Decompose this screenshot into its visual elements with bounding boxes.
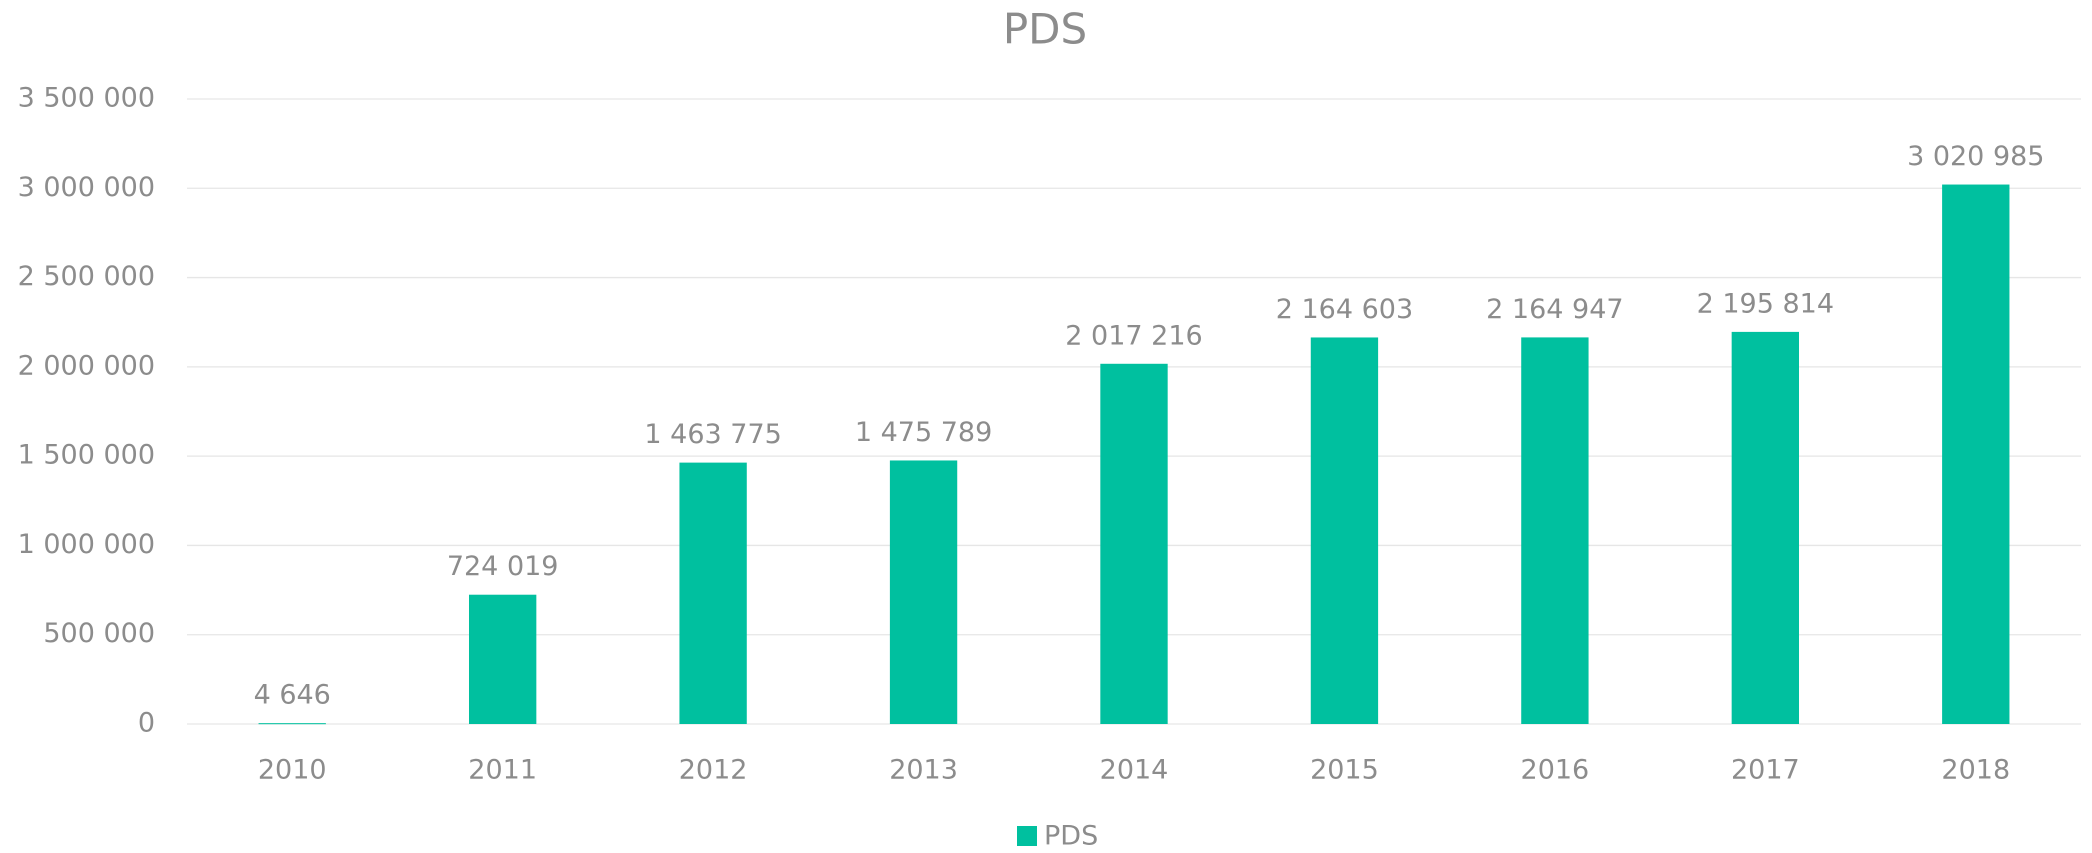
legend-swatch bbox=[1017, 826, 1037, 846]
bar bbox=[1100, 363, 1168, 724]
data-label: 1 463 775 bbox=[644, 419, 781, 450]
x-tick-label: 2012 bbox=[679, 755, 748, 786]
x-tick-label: 2010 bbox=[258, 755, 327, 786]
bar bbox=[679, 462, 747, 724]
bar bbox=[1310, 337, 1379, 724]
x-tick-label: 2014 bbox=[1100, 755, 1169, 786]
x-tick-label: 2015 bbox=[1310, 755, 1379, 786]
chart-title: PDS bbox=[1003, 5, 1087, 54]
data-label: 4 646 bbox=[254, 680, 331, 711]
x-tick-label: 2011 bbox=[468, 755, 537, 786]
bar bbox=[468, 594, 537, 724]
data-label: 2 164 947 bbox=[1486, 294, 1623, 325]
data-label: 2 195 814 bbox=[1697, 288, 1834, 319]
y-tick-label: 500 000 bbox=[43, 618, 155, 649]
bar bbox=[258, 723, 326, 725]
y-tick-label: 0 bbox=[138, 708, 155, 739]
bar bbox=[889, 460, 958, 724]
y-tick-label: 2 500 000 bbox=[18, 261, 155, 292]
x-tick-label: 2013 bbox=[889, 755, 958, 786]
y-tick-label: 2 000 000 bbox=[18, 350, 155, 381]
x-tick-label: 2018 bbox=[1941, 755, 2010, 786]
x-tick-label: 2016 bbox=[1521, 755, 1590, 786]
data-label: 3 020 985 bbox=[1907, 141, 2044, 172]
y-tick-label: 3 500 000 bbox=[18, 83, 155, 114]
y-tick-label: 1 000 000 bbox=[18, 529, 155, 560]
data-label: 1 475 789 bbox=[855, 417, 992, 448]
x-tick-label: 2017 bbox=[1731, 755, 1800, 786]
y-tick-label: 3 000 000 bbox=[18, 172, 155, 203]
data-label: 2 017 216 bbox=[1065, 320, 1202, 351]
data-label: 2 164 603 bbox=[1276, 294, 1413, 325]
data-label: 724 019 bbox=[447, 551, 559, 582]
bar bbox=[1521, 337, 1589, 724]
bar bbox=[1731, 331, 1800, 724]
bar bbox=[1942, 184, 2010, 724]
legend-label: PDS bbox=[1044, 821, 1098, 852]
y-tick-label: 1 500 000 bbox=[18, 440, 155, 471]
